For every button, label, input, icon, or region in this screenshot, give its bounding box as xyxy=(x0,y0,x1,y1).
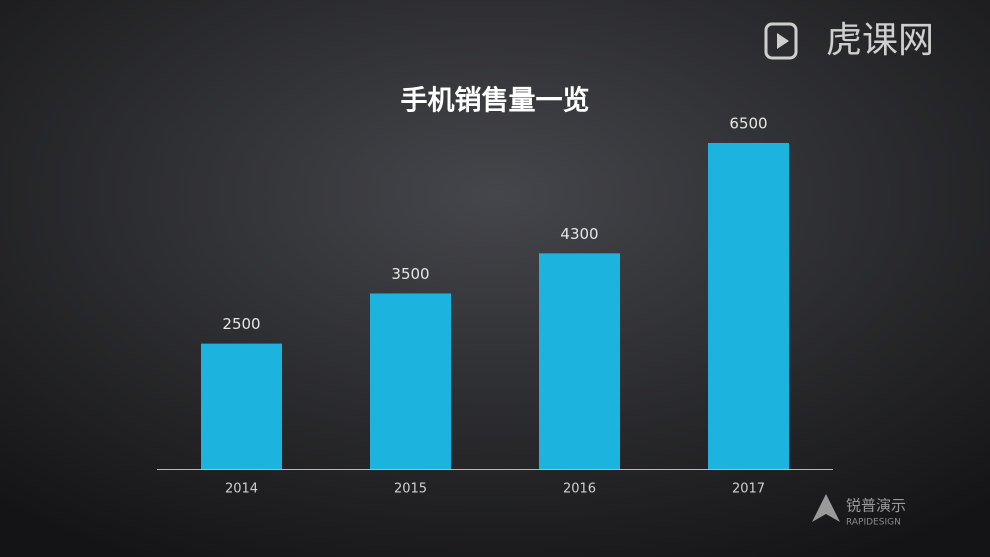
logo-play xyxy=(777,33,789,49)
data-label: 6500 xyxy=(729,115,767,133)
bar xyxy=(708,143,789,469)
x-tick-label: 2017 xyxy=(732,482,765,497)
chart-title: 手机销售量一览 xyxy=(401,85,590,117)
watermark: 虎课网 xyxy=(826,20,934,61)
bar xyxy=(370,293,451,469)
data-label: 2500 xyxy=(222,315,260,333)
x-tick-label: 2015 xyxy=(394,482,427,497)
brand-name: 锐普演示 xyxy=(846,497,906,515)
bar xyxy=(201,343,282,469)
x-tick-label: 2016 xyxy=(563,482,596,497)
brand-sub: RAPIDESIGN xyxy=(846,518,901,528)
data-label: 4300 xyxy=(560,225,598,243)
data-label: 3500 xyxy=(391,265,429,283)
x-tick-label: 2014 xyxy=(225,482,258,497)
bar xyxy=(539,253,620,469)
logo-icon xyxy=(764,22,798,60)
brand-icon xyxy=(812,494,840,522)
